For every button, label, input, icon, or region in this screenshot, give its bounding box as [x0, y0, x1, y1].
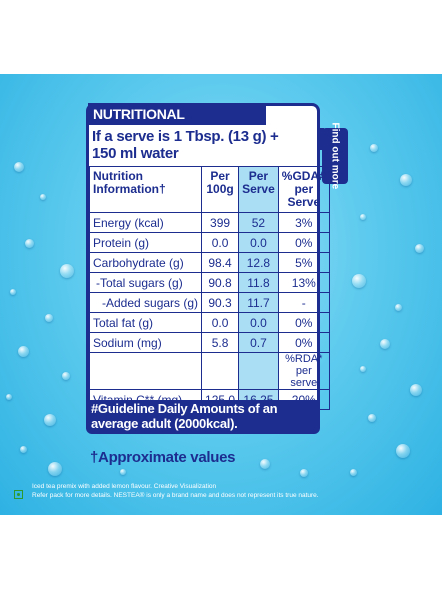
- table-header-row: Nutrition Information† Per 100g Per Serv…: [88, 166, 330, 213]
- water-droplet: [370, 144, 378, 152]
- header-per-serve: Per Serve: [238, 166, 279, 213]
- water-droplet: [18, 346, 29, 357]
- row-per-100g: 5.8: [201, 332, 240, 353]
- serve-size: If a serve is 1 Tbsp. (13 g) + 150 ml wa…: [92, 128, 322, 162]
- approximate-values-note: †Approximate values: [90, 449, 236, 466]
- rda-header-row: %RDA* per serve: [88, 352, 330, 390]
- row-label: Carbohydrate (g): [88, 252, 203, 273]
- row-per-serve: 52: [238, 212, 279, 233]
- disclaimer-line-2: Refer pack for more details. NESTEA® is …: [32, 492, 319, 499]
- table-row: -Total sugars (g) 90.8 11.8 13%: [88, 272, 330, 293]
- row-label: -Total sugars (g): [88, 272, 203, 293]
- rda-empty-cell: [88, 352, 203, 390]
- rda-empty-cell: [238, 352, 279, 390]
- row-per-serve: 11.8: [238, 272, 279, 293]
- row-label: Total fat (g): [88, 312, 203, 333]
- water-droplet: [45, 314, 53, 322]
- row-gda: 3%: [277, 212, 330, 233]
- water-droplet: [396, 444, 410, 458]
- row-per-serve: 0.0: [238, 232, 279, 253]
- water-droplet: [410, 384, 422, 396]
- water-droplet: [20, 446, 27, 453]
- serve-line-1: If a serve is 1 Tbsp. (13 g) +: [92, 128, 279, 145]
- water-droplet: [10, 289, 16, 295]
- rda-empty-cell: [201, 352, 240, 390]
- row-per-100g: 90.8: [201, 272, 240, 293]
- table-row: Total fat (g) 0.0 0.0 0%: [88, 312, 330, 333]
- water-droplet: [40, 194, 46, 200]
- header-nutrition-information: Nutrition Information†: [88, 166, 203, 213]
- row-gda: 0%: [277, 232, 330, 253]
- serve-line-2: 150 ml water: [92, 145, 179, 162]
- row-label: Protein (g): [88, 232, 203, 253]
- water-droplet: [400, 174, 412, 186]
- row-per-serve: 0.7: [238, 332, 279, 353]
- row-label: Sodium (mg): [88, 332, 203, 353]
- row-per-100g: 98.4: [201, 252, 240, 273]
- row-gda: 13%: [277, 272, 330, 293]
- water-droplet: [14, 162, 24, 172]
- row-per-100g: 90.3: [201, 292, 240, 313]
- water-droplet: [6, 394, 12, 400]
- row-gda: 0%: [277, 312, 330, 333]
- water-droplet: [48, 462, 62, 476]
- water-droplet: [380, 339, 390, 349]
- water-droplet: [300, 469, 308, 477]
- find-out-more-connector: [318, 128, 324, 150]
- row-per-serve: 11.7: [238, 292, 279, 313]
- header-per-100g: Per 100g: [201, 166, 240, 213]
- water-droplet: [360, 214, 366, 220]
- table-row: Protein (g) 0.0 0.0 0%: [88, 232, 330, 253]
- nutrition-title: NUTRITIONAL INFORMATION: [88, 103, 266, 144]
- row-per-serve: 0.0: [238, 312, 279, 333]
- row-per-100g: 0.0: [201, 232, 240, 253]
- disclaimer-line-1: Iced tea premix with added lemon flavour…: [32, 483, 217, 490]
- water-droplet: [350, 469, 357, 476]
- gda-footnote: #Guideline Daily Amounts of an average a…: [86, 400, 320, 434]
- row-label: -Added sugars (g): [88, 292, 203, 313]
- water-droplet: [25, 239, 34, 248]
- nutrition-table: Nutrition Information† Per 100g Per Serv…: [88, 166, 330, 410]
- row-gda: -: [277, 292, 330, 313]
- water-droplet: [360, 366, 366, 372]
- row-gda: 5%: [277, 252, 330, 273]
- table-row: -Added sugars (g) 90.3 11.7 -: [88, 292, 330, 313]
- water-droplet: [62, 372, 70, 380]
- header-rda-per-serve: %RDA* per serve: [277, 352, 330, 390]
- water-droplet: [60, 264, 74, 278]
- water-droplet: [395, 304, 402, 311]
- water-droplet: [44, 414, 56, 426]
- row-label: Energy (kcal): [88, 212, 203, 233]
- find-out-more-label: Find out more: [329, 122, 341, 190]
- row-per-serve: 12.8: [238, 252, 279, 273]
- row-per-100g: 399: [201, 212, 240, 233]
- header-gda-per-serve: %GDA# per Serve: [277, 166, 330, 213]
- water-droplet: [260, 459, 270, 469]
- table-row: Energy (kcal) 399 52 3%: [88, 212, 330, 233]
- table-row: Carbohydrate (g) 98.4 12.8 5%: [88, 252, 330, 273]
- table-row: Sodium (mg) 5.8 0.7 0%: [88, 332, 330, 353]
- row-gda: 0%: [277, 332, 330, 353]
- row-per-100g: 0.0: [201, 312, 240, 333]
- water-droplet: [352, 274, 366, 288]
- water-droplet: [415, 244, 424, 253]
- water-droplet: [120, 469, 126, 475]
- veg-symbol-icon: [14, 490, 23, 499]
- water-droplet: [368, 414, 376, 422]
